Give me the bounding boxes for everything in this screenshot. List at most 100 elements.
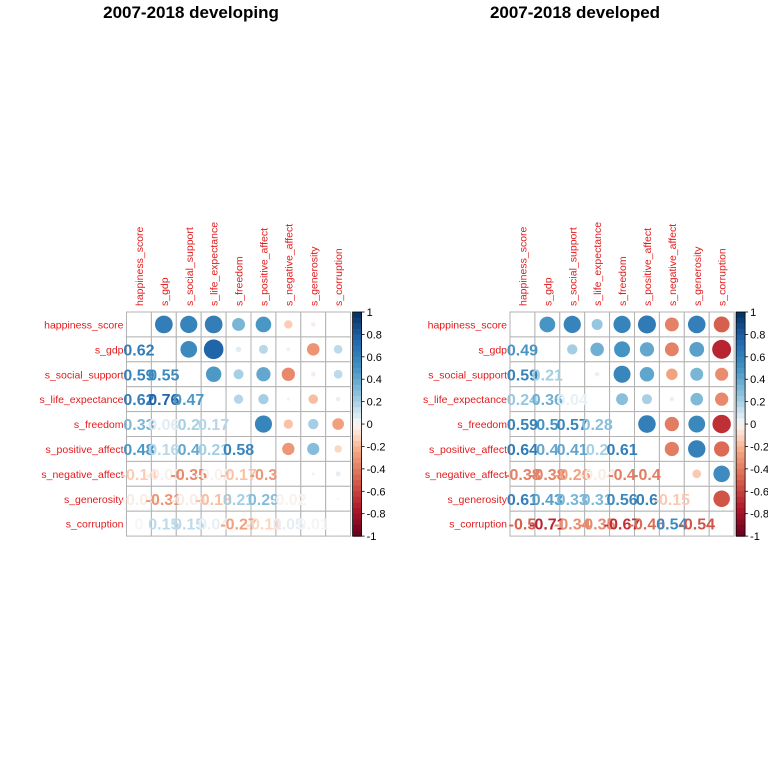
matrix-cell: [150, 336, 177, 363]
colorbar-tick-label: -0.6: [367, 486, 386, 498]
colorbar-segment: [352, 396, 362, 403]
matrix-cell: [175, 361, 202, 388]
correlation-circle: [616, 393, 629, 406]
row-label: s_life_expectance: [423, 394, 507, 406]
matrix-cell: [200, 386, 227, 413]
correlation-value: 0.59: [507, 367, 538, 384]
matrix-cell: [634, 436, 660, 462]
correlation-circle: [641, 394, 652, 405]
colorbar-segment: [736, 407, 746, 414]
colorbar-segment: [352, 474, 362, 481]
correlation-circle: [590, 342, 604, 357]
column-label: s_positive_affect: [258, 228, 270, 306]
matrix-cell: [609, 485, 635, 512]
correlation-value: -0.4: [633, 467, 661, 484]
colorbar-segment: [736, 390, 746, 397]
correlation-value: -0.67: [604, 517, 641, 534]
colorbar-segment: [352, 356, 362, 364]
colorbar-segment: [352, 491, 362, 498]
correlation-circle: [311, 372, 316, 377]
correlation-circle: [539, 316, 556, 333]
colorbar-tick-label: 0.8: [367, 329, 382, 341]
correlation-value: 0.43: [532, 492, 563, 509]
colorbar-segment: [352, 379, 362, 386]
matrix-cell: [609, 510, 635, 537]
correlation-circle: [335, 471, 341, 477]
correlation-value: -0.27: [220, 517, 257, 534]
row-label: s_social_support: [428, 369, 507, 381]
colorbar-segment: [736, 401, 746, 408]
row-label: s_corruption: [66, 519, 124, 531]
correlation-circle: [664, 416, 679, 432]
correlation-circle: [180, 315, 198, 334]
colorbar-segment: [736, 474, 746, 481]
matrix-cell: [509, 460, 536, 487]
colorbar-segment: [736, 480, 746, 487]
correlation-value: 0.4: [536, 442, 558, 459]
colorbar-segment: [352, 429, 362, 436]
colorbar-segment: [736, 340, 746, 347]
colorbar-segment: [736, 440, 746, 448]
colorbar-segment: [736, 312, 746, 319]
correlation-circle: [337, 323, 339, 326]
colorbar-tick-label: 0: [367, 419, 373, 431]
matrix-cell: [534, 485, 561, 512]
correlation-value: -0.04: [579, 467, 616, 484]
correlation-value: -0.18: [195, 492, 232, 509]
correlation-value: -0.11: [246, 517, 282, 534]
correlation-circle: [332, 418, 344, 430]
correlation-circle: [664, 342, 679, 357]
row-label: s_freedom: [457, 419, 507, 431]
row-label: s_generosity: [64, 494, 124, 506]
correlation-circle: [664, 317, 679, 332]
colorbar-segment: [736, 468, 746, 476]
correlation-circle: [664, 441, 679, 457]
colorbar-segment: [736, 356, 746, 364]
correlation-value: 0.04: [557, 392, 588, 409]
colorbar-segment: [352, 418, 362, 425]
colorbar-segment: [352, 496, 362, 504]
matrix-cell: [225, 485, 252, 512]
colorbar-segment: [736, 379, 746, 386]
matrix-cell: [509, 510, 536, 537]
colorbar-segment: [352, 323, 362, 330]
correlation-value: 0.76: [148, 392, 179, 409]
colorbar-tick-label: 0.2: [367, 397, 382, 409]
matrix-cell: [534, 361, 561, 388]
correlation-circle: [714, 392, 729, 406]
matrix-cell: [275, 361, 302, 388]
correlation-value: -0.02: [195, 467, 232, 484]
correlation-circle: [256, 367, 271, 382]
colorbar-segment: [352, 368, 362, 375]
correlation-value: -0.35: [171, 467, 208, 484]
colorbar-segment: [352, 502, 362, 509]
column-label: s_negative_affect: [283, 224, 295, 306]
colorbar-tick-label: 1: [367, 307, 373, 319]
correlation-circle: [712, 414, 731, 434]
colorbar-segment: [736, 452, 746, 459]
colorbar-tick-label: 0: [750, 419, 756, 431]
colorbar-segment: [736, 418, 746, 425]
correlation-value: 0.16: [148, 442, 179, 459]
correlation-value: 0.2: [178, 417, 200, 434]
column-label: s_social_support: [567, 227, 579, 306]
colorbar-segment: [736, 351, 746, 358]
correlation-value: -0.5: [509, 517, 537, 534]
correlation-circle: [567, 344, 578, 355]
correlation-value: -0.38: [504, 467, 541, 484]
colorbar-segment: [352, 407, 362, 414]
colorbar-segment: [736, 496, 746, 504]
correlation-circle: [205, 366, 222, 382]
colorbar-segment: [352, 312, 362, 319]
matrix-cell: [275, 336, 302, 363]
correlation-circle: [203, 339, 224, 360]
colorbar-segment: [736, 368, 746, 375]
row-label: s_freedom: [74, 419, 124, 431]
colorbar-segment: [736, 502, 746, 509]
colorbar-segment: [736, 530, 746, 537]
correlation-value: 0.33: [557, 492, 588, 509]
matrix-cell: [509, 485, 536, 512]
correlation-value: -0.54: [679, 517, 716, 534]
correlation-value: 0.55: [148, 367, 179, 384]
